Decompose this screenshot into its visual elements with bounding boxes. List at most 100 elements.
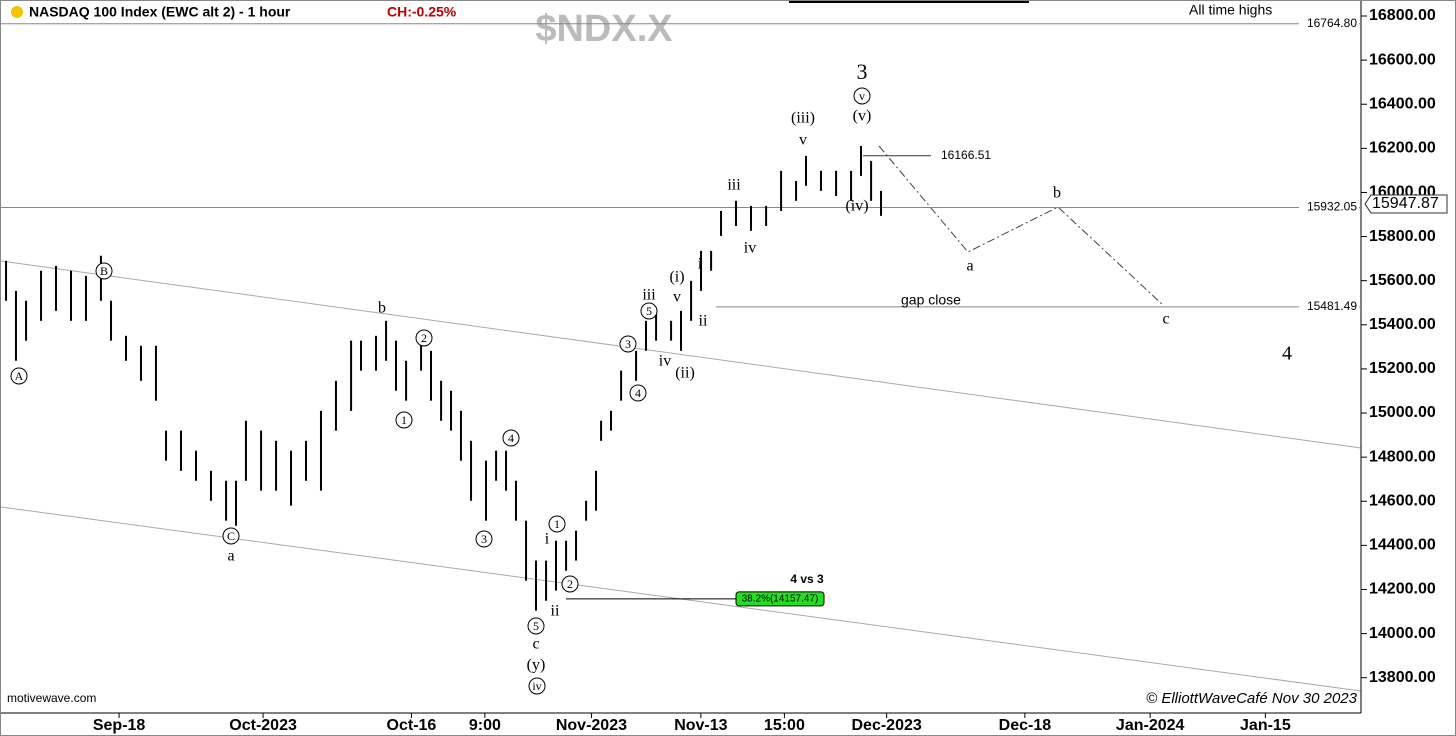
wave-label: 5 xyxy=(646,304,652,318)
wave-circle xyxy=(527,617,545,635)
wave-label: C xyxy=(227,529,235,543)
wave-label: 1 xyxy=(401,413,407,427)
wave-circle xyxy=(415,329,433,347)
y-tick-label: 14600.00 xyxy=(1369,492,1436,509)
wave-label: iii xyxy=(642,287,656,304)
level-note: All time highs xyxy=(1189,2,1272,18)
y-tick-label: 16200.00 xyxy=(1369,140,1436,157)
wave-circle xyxy=(619,335,637,353)
wave-label: i xyxy=(545,531,550,548)
wave-label: v xyxy=(673,289,681,306)
wave-label: (iv) xyxy=(845,198,868,215)
y-tick-label: 15800.00 xyxy=(1369,228,1436,245)
wave-label: a xyxy=(966,258,973,275)
x-tick-label: Nov-2023 xyxy=(556,717,627,734)
wave-label: 4 xyxy=(508,431,514,445)
x-tick-label: Dec-2023 xyxy=(852,717,922,734)
status-dot xyxy=(11,6,23,18)
wave-label: 4 xyxy=(1282,343,1292,365)
wave-label: 2 xyxy=(421,331,427,345)
fib-label: 38.2%(14157.47) xyxy=(742,594,819,605)
wave-circle xyxy=(548,515,566,533)
wave-label: 2 xyxy=(567,577,573,591)
wave-circle xyxy=(95,262,113,280)
wave-label: v xyxy=(799,132,807,149)
y-tick-label: 14200.00 xyxy=(1369,581,1436,598)
channel-line xyxy=(1,260,1362,449)
y-tick-label: 15200.00 xyxy=(1369,360,1436,377)
y-tick-label: 15000.00 xyxy=(1369,404,1436,421)
wave-label: 5 xyxy=(533,619,539,633)
wave-label: ii xyxy=(699,313,708,330)
wave-circle xyxy=(561,575,579,593)
x-tick-label: Oct-16 xyxy=(387,717,437,734)
wave-label: iv xyxy=(744,240,756,257)
y-tick-label: 13800.00 xyxy=(1369,669,1436,686)
wave-circle xyxy=(222,527,240,545)
wave-label: (y) xyxy=(527,657,546,674)
wave-circle xyxy=(528,677,546,695)
level-label: 15932.05 xyxy=(1307,200,1357,214)
wave-label: b xyxy=(1053,185,1061,202)
wave-circle xyxy=(395,411,413,429)
level-label: 16764.80 xyxy=(1307,16,1357,30)
wave-label: iv xyxy=(532,679,541,693)
wave-label: (ii) xyxy=(675,365,695,382)
x-tick-label: 15:00 xyxy=(764,717,805,734)
wave-label: 3 xyxy=(481,532,487,546)
y-tick-label: 15600.00 xyxy=(1369,272,1436,289)
wave-label: ii xyxy=(551,603,560,620)
wave-label: v xyxy=(859,89,865,103)
x-tick-label: Sep-18 xyxy=(93,717,146,734)
fib-box xyxy=(735,591,825,607)
y-tick-label: 16800.00 xyxy=(1369,7,1436,24)
wave-label: 4 xyxy=(635,386,641,400)
wave-label: c xyxy=(532,636,539,653)
level-note: gap close xyxy=(901,292,961,308)
wave-label: b xyxy=(378,300,386,317)
last-price-box xyxy=(1364,194,1448,214)
x-tick-label: Nov-13 xyxy=(674,717,727,734)
wave-label: i xyxy=(698,256,703,273)
change: CH:-0.25% xyxy=(387,4,457,20)
wave-circle xyxy=(502,429,520,447)
wave-label: B xyxy=(100,264,108,278)
watermark: $NDX.X xyxy=(535,8,673,50)
x-tick-label: Dec-18 xyxy=(999,717,1052,734)
level-label-box xyxy=(1299,298,1359,315)
y-tick-label: 16400.00 xyxy=(1369,95,1436,112)
level-label: 16166.51 xyxy=(941,148,991,162)
chart-title: NASDAQ 100 Index (EWC alt 2) - 1 hour xyxy=(29,4,291,20)
wave-label: (i) xyxy=(669,269,684,286)
projection-path xyxy=(878,145,1165,307)
x-tick-label: Oct-2023 xyxy=(229,717,297,734)
level-label-box xyxy=(1299,199,1359,216)
wave-circle xyxy=(640,302,658,320)
wave-label: iv xyxy=(659,353,671,370)
wave-circle xyxy=(853,87,871,105)
wave-label: 3 xyxy=(625,337,631,351)
wave-circle xyxy=(10,367,28,385)
x-tick-label: Jan-2024 xyxy=(1116,717,1185,734)
y-tick-label: 14400.00 xyxy=(1369,537,1436,554)
wave-circle xyxy=(475,530,493,548)
y-tick-label: 14000.00 xyxy=(1369,625,1436,642)
level-label-box xyxy=(1299,15,1359,32)
wave-circle xyxy=(629,384,647,402)
wave-label: (v) xyxy=(853,108,872,125)
wave-label: (iii) xyxy=(791,110,815,127)
wave-label: 3 xyxy=(857,59,868,84)
wave-label: iii xyxy=(727,177,741,194)
level-label: 15481.49 xyxy=(1307,299,1357,313)
y-tick-label: 16600.00 xyxy=(1369,51,1436,68)
wave-label: 1 xyxy=(554,517,560,531)
y-tick-label: 14800.00 xyxy=(1369,448,1436,465)
x-tick-label: 9:00 xyxy=(469,717,501,734)
wave-label: c xyxy=(1162,311,1169,328)
last-price: 15947.87 xyxy=(1372,195,1439,212)
wave-label: a xyxy=(227,548,234,565)
wave-label: A xyxy=(15,369,24,383)
fib-title: 4 vs 3 xyxy=(790,572,824,586)
